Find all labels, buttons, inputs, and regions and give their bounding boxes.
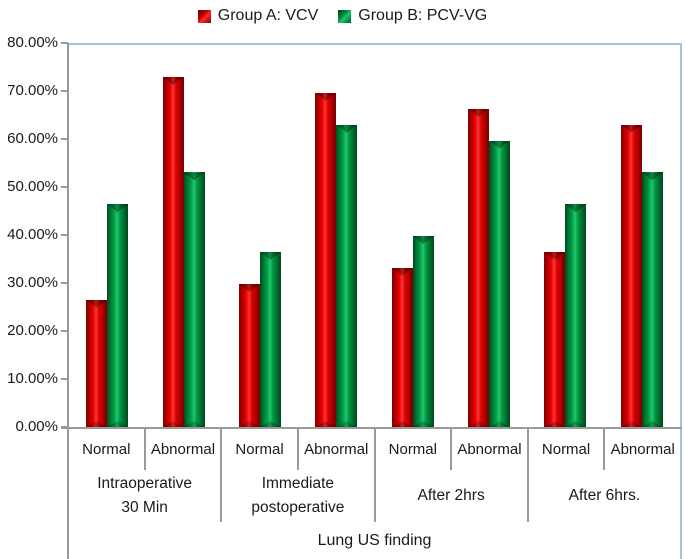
y-tick-mark (61, 138, 68, 140)
y-tick-mark (61, 330, 68, 332)
bar-group-b-pcv-vg (259, 251, 281, 427)
category-label: Abnormal (146, 429, 223, 470)
category-label: Normal (529, 429, 606, 470)
group-labels-row: Intraoperative 30 Min Immediate postopera… (69, 470, 680, 522)
y-tick-label: 60.00% (7, 130, 58, 147)
bars-row (69, 45, 680, 427)
bar-group-b-pcv-vg (489, 140, 511, 427)
plot-area (69, 43, 680, 427)
legend-swatch-icon (338, 9, 352, 23)
bar-cell (527, 45, 603, 427)
y-axis-line (67, 43, 69, 559)
y-tick-label: 80.00% (7, 34, 58, 51)
bar-group-b-pcv-vg (412, 236, 434, 427)
bar-cell (375, 45, 451, 427)
category-label: Normal (376, 429, 453, 470)
group-label: Intraoperative 30 Min (69, 470, 223, 522)
x-axis-title-row: Lung US finding (69, 522, 680, 559)
legend-label: Group A: VCV (217, 7, 319, 24)
y-tick-mark (61, 426, 68, 428)
x-axis-line (61, 427, 682, 429)
y-tick-label: 0.00% (15, 418, 58, 435)
bar-group-b-pcv-vg (107, 204, 129, 427)
chart-legend: Group A: VCV Group B: PCV-VG (0, 4, 685, 28)
y-tick-label: 70.00% (7, 82, 58, 99)
y-tick-mark (61, 378, 68, 380)
category-label: Abnormal (299, 429, 376, 470)
bar-group-b-pcv-vg (336, 124, 358, 427)
y-tick-mark (61, 186, 68, 188)
bar-group-a-vcv (620, 124, 642, 427)
y-tick-mark (61, 42, 68, 44)
bar-group-b-pcv-vg (565, 204, 587, 427)
y-tick-mark (61, 234, 68, 236)
y-tick-label: 50.00% (7, 178, 58, 195)
bar-group-a-vcv (391, 267, 413, 427)
bar-group-a-vcv (315, 92, 337, 427)
y-tick-label: 40.00% (7, 226, 58, 243)
bar-cell (451, 45, 527, 427)
legend-item: Group B: PCV-VG (338, 7, 487, 25)
bar-cell (69, 45, 145, 427)
y-tick-label: 20.00% (7, 322, 58, 339)
bar-group-b-pcv-vg (183, 172, 205, 427)
bar-cell (145, 45, 221, 427)
bar-cell (298, 45, 374, 427)
category-label: Abnormal (452, 429, 529, 470)
y-tick-mark (61, 282, 68, 284)
y-tick-label: 30.00% (7, 274, 58, 291)
bar-group-a-vcv (86, 299, 108, 427)
y-tick-mark (61, 90, 68, 92)
legend-item: Group A: VCV (197, 7, 319, 25)
x-axis-title: Lung US finding (317, 531, 432, 549)
bar-cell (222, 45, 298, 427)
legend-label: Group B: PCV-VG (358, 7, 488, 24)
group-label: Immediate postoperative (222, 470, 376, 522)
category-label: Abnormal (610, 441, 675, 458)
plot-right-border (680, 43, 682, 559)
bar-group-a-vcv (238, 283, 260, 427)
group-label: After 6hrs. (568, 486, 641, 504)
category-label: Normal (69, 429, 146, 470)
bar-group-a-vcv (468, 108, 490, 427)
bar-group-b-pcv-vg (641, 172, 663, 427)
category-labels-row: Normal Abnormal Normal Abnormal Normal Abnorm… (69, 429, 680, 470)
bar-group-a-vcv (544, 251, 566, 427)
group-label: After 2hrs (376, 470, 529, 522)
bar-cell (604, 45, 680, 427)
category-label: Normal (222, 429, 299, 470)
bar-group-a-vcv (162, 76, 184, 427)
legend-swatch-icon (197, 9, 211, 23)
y-tick-label: 10.00% (7, 370, 58, 387)
